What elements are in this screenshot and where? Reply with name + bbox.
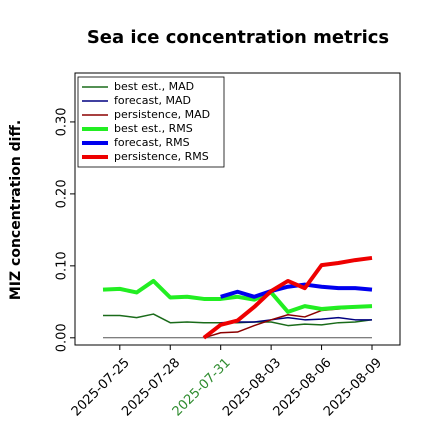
legend-label: persistence, RMS [114,150,209,163]
legend-label: forecast, RMS [114,136,190,149]
series-line [202,255,373,340]
legend-label: best est., RMS [114,122,193,135]
y-tick-label: 0.20 [55,179,70,208]
legend-label: persistence, MAD [114,108,210,121]
chart-title: Sea ice concentration metrics [87,27,389,48]
y-tick-label: 0.30 [55,107,70,136]
y-tick-label: 0.10 [55,251,70,280]
legend-box [77,76,225,168]
y-tick-label: 0.00 [55,323,70,352]
series-line [220,316,372,324]
plot-frame [74,72,401,346]
legend-label: forecast, MAD [114,94,191,107]
series-line [102,278,373,314]
y-axis-label: MIZ concentration diff. [8,120,24,300]
legend-label: best est., MAD [114,80,194,93]
